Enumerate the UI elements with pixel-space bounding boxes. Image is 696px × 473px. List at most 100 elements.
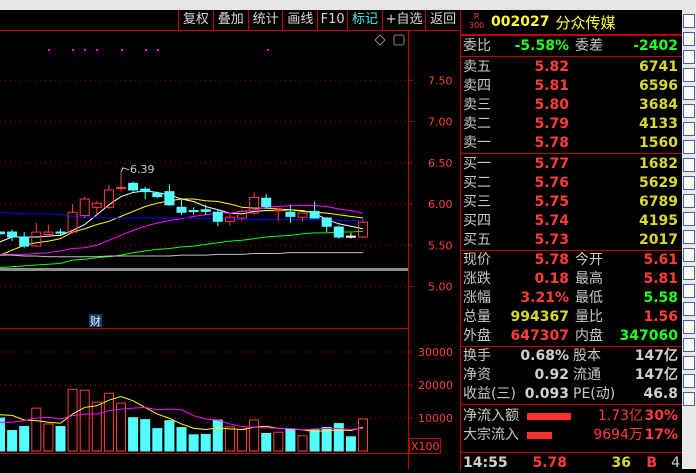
level-volume: 5629	[639, 175, 678, 191]
candle	[285, 211, 296, 217]
tick-count: 4	[671, 454, 680, 471]
diamond-icon[interactable]	[374, 34, 386, 46]
toolbar-button[interactable]: 统计	[247, 10, 283, 30]
label: 涨幅	[463, 290, 491, 306]
volume-bar	[188, 434, 199, 452]
quote-row: 涨跌 0.18 最高 5.81	[461, 270, 682, 289]
label: 现价	[463, 252, 491, 268]
buy-level[interactable]: 买二 5.76 5629	[461, 174, 682, 193]
tool-icon[interactable]	[683, 32, 695, 46]
toolbar-button[interactable]: 返回	[425, 10, 460, 30]
tool-icon[interactable]	[683, 50, 695, 64]
candle	[55, 231, 66, 234]
price-tick-label: 7.00	[428, 116, 453, 129]
tool-icon[interactable]	[683, 212, 695, 226]
buy-level[interactable]: 买一 5.77 1682	[461, 155, 682, 174]
value: 347060	[619, 328, 678, 344]
candle	[43, 231, 54, 236]
tool-icon[interactable]	[683, 356, 695, 370]
level-label: 买五	[463, 232, 491, 248]
level-volume: 6741	[639, 59, 678, 75]
value: 3.21%	[520, 290, 569, 306]
kline-chart[interactable]: 7.50 7.00 6.50 6.00 5.50 5.00 30000 20000 10000 X…	[0, 0, 460, 469]
badge-bottom: 300	[469, 21, 485, 30]
panel-toggle-icon[interactable]	[393, 34, 405, 46]
tool-icon[interactable]	[683, 194, 695, 208]
tool-icon[interactable]	[683, 14, 695, 28]
level-price: 5.77	[534, 156, 569, 172]
tool-icon[interactable]	[683, 374, 695, 388]
value: 0.093	[524, 386, 569, 402]
volume-tick-label: 30000	[418, 346, 453, 359]
tool-icon[interactable]	[683, 158, 695, 172]
label: 总量	[463, 309, 491, 325]
stock-name: 分众传媒	[555, 13, 616, 32]
candle	[188, 210, 199, 213]
tool-icon[interactable]	[683, 230, 695, 244]
tool-icon[interactable]	[683, 392, 695, 406]
volume-bar	[79, 389, 90, 452]
sell-book: 卖五 5.82 6741 卖四 5.81 6596 卖三 5.80 3684 卖二 5.79 4133…	[461, 57, 682, 154]
tool-icon[interactable]	[683, 320, 695, 334]
tool-icon[interactable]	[683, 338, 695, 352]
quote-row: 现价 5.78 今开 5.61	[461, 251, 682, 270]
tool-icon[interactable]	[683, 248, 695, 262]
volume-bar	[261, 433, 272, 452]
buy-level[interactable]: 买四 5.74 4195	[461, 212, 682, 231]
candle	[103, 189, 114, 208]
volume-bar	[358, 418, 368, 452]
unit-box	[409, 438, 441, 454]
sell-level[interactable]: 卖一 5.78 1560	[461, 134, 682, 153]
toolbar-button[interactable]: F10	[317, 10, 347, 30]
toolbar-button[interactable]: 标记	[347, 10, 382, 30]
tool-icon[interactable]	[683, 176, 695, 190]
quote-row: 总量 994367 量比 1.56	[461, 308, 682, 327]
price-tick-label: 5.50	[428, 239, 453, 252]
tool-icon[interactable]	[683, 140, 695, 154]
toolbar-button[interactable]: 画线	[282, 10, 317, 30]
label: 委比	[463, 37, 491, 54]
quote-row: 外盘 647307 内盘 347060	[461, 327, 682, 346]
volume-bar	[309, 429, 320, 452]
fund-row: 收益(三) 0.093 PE(动) 46.8	[461, 385, 682, 404]
tool-icon[interactable]	[683, 104, 695, 118]
weibi-row: 委比 -5.58% 委差 -2402	[461, 36, 682, 57]
toolbar-button[interactable]: 复权	[178, 10, 213, 30]
marker-dot	[96, 49, 98, 51]
candle	[91, 202, 102, 208]
buy-level[interactable]: 买五 5.73 2017	[461, 231, 682, 250]
tick-volume: 36	[611, 454, 631, 471]
sell-level[interactable]: 卖二 5.79 4133	[461, 115, 682, 134]
level-price: 5.78	[534, 135, 569, 151]
volume-bar	[67, 388, 78, 452]
toolbar-button[interactable]: 叠加	[212, 10, 248, 30]
label: 今开	[575, 252, 603, 268]
price-ma-line	[0, 230, 364, 269]
tool-icon[interactable]	[683, 122, 695, 136]
toolbar-button[interactable]: +自选	[381, 10, 425, 30]
tool-icon[interactable]	[683, 266, 695, 280]
sell-level[interactable]: 卖五 5.82 6741	[461, 58, 682, 77]
candle	[224, 216, 235, 222]
level-label: 卖二	[463, 116, 491, 132]
level-label: 卖四	[463, 78, 491, 94]
level-price: 5.80	[534, 97, 569, 113]
high-marker	[120, 167, 130, 173]
quote-stats: 现价 5.78 今开 5.61 涨跌 0.18 最高 5.81 涨幅 3.21% 最低 5.58 总量 9…	[461, 251, 682, 347]
label: 涨跌	[463, 271, 491, 287]
candle	[19, 236, 30, 247]
tool-icon[interactable]	[683, 302, 695, 316]
sell-level[interactable]: 卖四 5.81 6596	[461, 77, 682, 96]
window-title-bar	[0, 0, 696, 10]
price-tick-label: 6.50	[428, 157, 453, 170]
volume-tick-label: 10000	[418, 412, 453, 425]
sell-level[interactable]: 卖三 5.80 3684	[461, 96, 682, 115]
tool-icon[interactable]	[683, 68, 695, 82]
tick-time: 14:55	[463, 454, 508, 471]
buy-level[interactable]: 买三 5.75 6789	[461, 193, 682, 212]
tool-icon[interactable]	[683, 86, 695, 100]
tool-icon[interactable]	[683, 284, 695, 298]
volume-ma-line	[0, 396, 364, 433]
candle	[176, 206, 187, 213]
value: 0.92	[534, 367, 569, 383]
